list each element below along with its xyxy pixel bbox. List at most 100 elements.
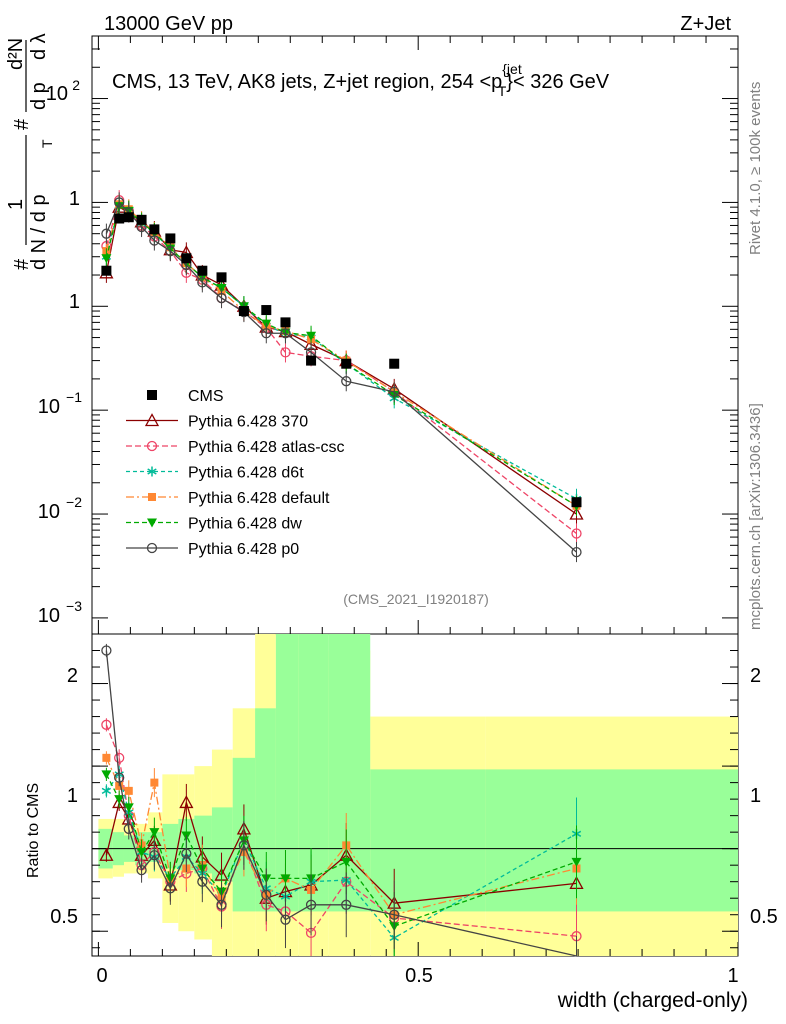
- energy-label: 13000 GeV pp: [104, 13, 233, 35]
- ratio-point: [136, 864, 147, 876]
- ratio-point: [181, 848, 192, 859]
- y-tick-label-100: 10: [46, 83, 68, 105]
- series-point: [341, 376, 352, 387]
- ratio-point: [150, 778, 159, 787]
- title-sup: {jet: [502, 61, 522, 77]
- legend-label-3: Pythia 6.428 d6t: [188, 465, 304, 482]
- ratio-point: [305, 899, 317, 910]
- ratio-series: [99, 643, 584, 957]
- ylabel-sub: T: [39, 139, 55, 148]
- ratio-band-green-5: [162, 823, 179, 869]
- ratio-point: [114, 772, 125, 783]
- ratio-tick-label-0.5-right: 0.5: [750, 906, 778, 928]
- legend-marker-2: [146, 440, 158, 452]
- series-line-5: [105, 201, 577, 553]
- ratio-point: [179, 795, 194, 809]
- analysis-watermark: (CMS_2021_I1920187): [343, 591, 489, 607]
- y-tick-exp-0.01: −2: [66, 494, 82, 510]
- cms-data-point: [238, 306, 249, 317]
- main-y-axis-label: # 1 d N / d p T # d²N d p d λ: [5, 33, 55, 270]
- axis-ticks: [92, 35, 739, 956]
- legend-label-2: Pythia 6.428 atlas-csc: [188, 439, 345, 456]
- ratio-point: [149, 850, 160, 861]
- cms-data-point: [261, 305, 272, 316]
- ratio-point: [341, 857, 352, 867]
- legend-marker-5: [147, 518, 157, 528]
- svg-text:CMS, 13 TeV, AK8 jets, Z+jet r: CMS, 13 TeV, AK8 jets, Z+jet region, 254…: [112, 61, 610, 99]
- analysis-title: CMS, 13 TeV, AK8 jets, Z+jet region, 254…: [112, 61, 610, 99]
- ylabel-d2n: d²N: [5, 38, 27, 70]
- cms-data-point: [341, 358, 352, 369]
- x-tick-label-1: 1: [727, 965, 738, 987]
- series-point: [306, 331, 317, 341]
- cms-data-point: [101, 265, 112, 276]
- y-tick-exp-0.1: −1: [66, 389, 82, 405]
- ratio-point: [101, 719, 112, 730]
- cms-data-point: [571, 497, 582, 508]
- cms-data-point: [123, 212, 134, 223]
- ratio-band-green-14: [370, 769, 486, 912]
- ratio-point: [280, 874, 291, 884]
- mcplots-credit-label: mcplots.cern.ch [arXiv:1306.3436]: [747, 403, 764, 630]
- ratio-point: [99, 847, 114, 861]
- ratio-line-1: [105, 724, 577, 937]
- ylabel-dl: d λ: [28, 33, 50, 60]
- legend-label-0: CMS: [188, 388, 224, 405]
- legend-label-6: Pythia 6.428 p0: [188, 541, 299, 558]
- ratio-point: [123, 803, 134, 813]
- series-point: [571, 528, 582, 539]
- y-tick-label-10: 1: [69, 188, 80, 210]
- ratio-point: [101, 770, 112, 780]
- main-series: [99, 190, 584, 563]
- y-tick-exp-0.001: −3: [66, 598, 82, 614]
- legend-label-5: Pythia 6.428 dw: [188, 516, 302, 533]
- ratio-point: [102, 753, 111, 762]
- ratio-line-5: [105, 650, 577, 957]
- series-line-1: [105, 198, 577, 534]
- title-sub: T: [498, 83, 507, 99]
- ratio-tick-label-0.5: 0.5: [50, 906, 78, 928]
- series-line-4: [105, 205, 577, 507]
- series-point: [261, 328, 272, 339]
- tick-labels: 0 0.5 1 10 2 1 1 10 −1 10 −2 10 −3 2 1 0…: [38, 77, 778, 987]
- ratio-tick-label-2-right: 2: [750, 665, 761, 687]
- cms-data-point: [114, 213, 125, 224]
- ratio-point: [149, 828, 160, 838]
- series-point: [149, 235, 160, 246]
- ratio-band-green-12: [298, 634, 329, 912]
- y-tick-label-0.1: 10: [38, 396, 60, 418]
- cms-data-point: [216, 272, 227, 283]
- y-tick-label-1: 1: [69, 291, 80, 313]
- legend-marker-6: [146, 542, 158, 554]
- ratio-point: [114, 795, 125, 805]
- series-point: [216, 292, 227, 304]
- legend: CMS Pythia 6.428 370 Pythia 6.428 atlas-cs…: [126, 388, 345, 558]
- ratio-point: [165, 883, 176, 894]
- series-point: [165, 245, 176, 257]
- process-label: Z+Jet: [680, 13, 731, 35]
- legend-marker-4: [148, 493, 156, 501]
- ylabel-one: 1: [5, 199, 27, 210]
- ratio-point: [124, 786, 133, 795]
- series-point: [389, 386, 400, 398]
- ratio-point: [101, 645, 112, 656]
- cms-data-point: [149, 224, 160, 235]
- cms-data-point: [197, 265, 208, 276]
- ratio-y-axis-label: Ratio to CMS: [25, 783, 42, 878]
- cms-data-point: [136, 214, 147, 225]
- ratio-tick-label-1: 1: [67, 785, 78, 807]
- cms-data-point: [181, 253, 192, 264]
- ratio-point: [389, 909, 400, 920]
- legend-label-4: Pythia 6.428 default: [188, 490, 330, 507]
- ylabel-dn: d N / d p: [28, 194, 50, 270]
- ratio-uncertainty-bands: [92, 634, 738, 956]
- title-end: }< 326 GeV: [506, 71, 610, 93]
- series-point: [101, 228, 112, 239]
- cms-data-point: [389, 358, 400, 369]
- ratio-band-green-15: [485, 769, 738, 912]
- ratio-band-green-13: [328, 634, 371, 912]
- ratio-line-4: [105, 774, 577, 928]
- ratio-tick-label-1-right: 1: [750, 785, 761, 807]
- ratio-point: [261, 889, 272, 901]
